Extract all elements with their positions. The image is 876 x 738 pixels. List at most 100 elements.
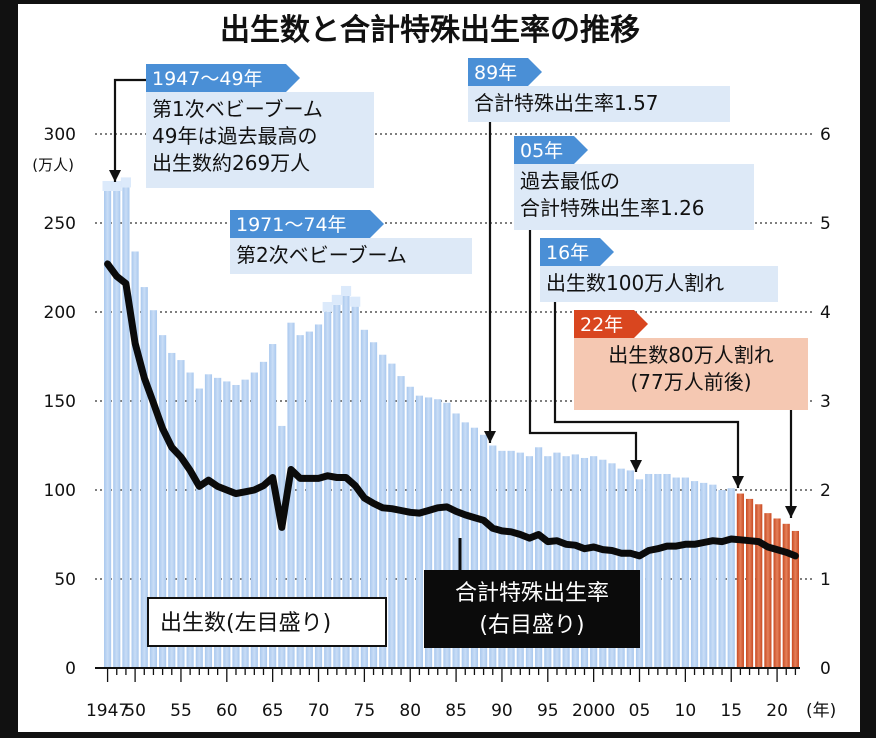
bar-1963 <box>250 372 258 668</box>
callout-2022-text: (77万人前後) <box>630 370 751 394</box>
right-tick-label: 5 <box>820 214 831 234</box>
bar-1947 <box>104 190 112 668</box>
bar-1964 <box>259 361 268 668</box>
arrow-2016 <box>553 302 740 488</box>
arrow-2016-head <box>732 476 744 488</box>
bar-2020 <box>773 518 781 668</box>
bar-1996 <box>553 452 561 668</box>
right-tick-label: 6 <box>820 125 831 145</box>
bar-1957 <box>195 388 203 668</box>
bar-2000 <box>590 456 598 668</box>
bar-2022 <box>791 530 799 668</box>
bar-1968 <box>296 335 304 668</box>
bar-2007 <box>654 473 662 668</box>
bar-1969 <box>305 331 313 668</box>
x-tick-label: 80 <box>399 701 421 721</box>
callout-2005-text: 合計特殊出生率1.26 <box>520 196 705 220</box>
callout-1947-text: 出生数約269万人 <box>152 151 310 175</box>
bar-1985 <box>452 413 460 668</box>
bar-1998 <box>571 454 579 668</box>
bar-1978 <box>388 363 396 668</box>
right-tick-label: 1 <box>820 570 831 590</box>
callout-1947-text: 49年は過去最高の <box>152 124 317 148</box>
bar-2019 <box>764 513 772 668</box>
bar-1955 <box>177 360 185 668</box>
bar-1988 <box>480 434 488 668</box>
bar-1989 <box>489 445 497 668</box>
legend-line-box <box>424 570 640 648</box>
callout-2016-box <box>540 266 778 302</box>
arrow-1947-head <box>109 170 121 182</box>
bar-2014 <box>718 490 726 668</box>
bar-1977 <box>379 354 387 668</box>
bar-1967 <box>287 322 295 668</box>
bar-2004 <box>626 470 634 668</box>
callout-1989-tab <box>468 58 542 86</box>
callout-2005-text: 過去最低の <box>520 169 620 193</box>
bar-1999 <box>580 457 589 668</box>
bar-1956 <box>186 372 194 668</box>
bar-glow-1947 <box>102 180 113 191</box>
legend-bars-box <box>147 597 387 647</box>
bar-1958 <box>204 374 213 668</box>
x-tick-label: 1947 <box>86 701 129 721</box>
x-tick-label: 85 <box>445 701 467 721</box>
bar-1994 <box>535 447 543 668</box>
bar-2015 <box>727 488 735 668</box>
bar-1990 <box>498 450 506 668</box>
bar-1993 <box>525 456 534 668</box>
x-tick-label: 15 <box>720 701 742 721</box>
arrow-2005 <box>528 228 638 472</box>
x-tick-label: 10 <box>675 701 697 721</box>
bar-1965 <box>269 344 277 668</box>
bar-glow-1972 <box>331 294 342 305</box>
bar-2003 <box>617 468 625 668</box>
left-tick-label: 0 <box>65 659 76 679</box>
bar-1953 <box>159 335 167 668</box>
bar-glow-1948 <box>111 180 122 191</box>
callout-2005-tab <box>514 136 588 164</box>
callout-1989-box <box>468 86 730 122</box>
bar-2001 <box>599 459 607 668</box>
bar-glow-1974 <box>350 296 361 307</box>
annotation-arrows <box>109 78 797 518</box>
bar-1971 <box>324 312 332 668</box>
left-axis-unit: (万人) <box>32 156 74 174</box>
bar-1982 <box>424 397 433 668</box>
bar-1970 <box>314 324 323 668</box>
callout-1971-tab <box>230 210 384 238</box>
callout-1971-box <box>230 238 472 274</box>
bar-1986 <box>461 422 469 668</box>
callout-1971-tab-label: 1971〜74年 <box>236 214 347 236</box>
bar-2002 <box>608 463 616 668</box>
x-tick-label: 65 <box>262 701 284 721</box>
bar-1980 <box>406 386 414 668</box>
x-tick-label: 2000 <box>572 701 615 721</box>
bar-1959 <box>214 377 222 668</box>
bar-2006 <box>645 473 653 668</box>
bar-1952 <box>149 310 158 668</box>
bar-2016 <box>736 493 744 668</box>
bar-1997 <box>562 456 570 668</box>
arrow-2022-head <box>785 506 797 518</box>
arrow-2005-head <box>630 460 642 472</box>
left-tick-label: 200 <box>44 303 76 323</box>
callout-1989-text: 合計特殊出生率1.57 <box>474 91 659 115</box>
bar-1984 <box>443 402 451 668</box>
left-tick-label: 100 <box>44 481 76 501</box>
chart-title: 出生数と合計特殊出生率の推移 <box>220 13 640 48</box>
callout-1989-tab-label: 89年 <box>474 62 517 84</box>
bar-1954 <box>168 352 176 668</box>
callout-1947-box <box>146 92 374 188</box>
legend-line-sublabel: (右目盛り) <box>479 613 584 638</box>
callout-2022-box <box>574 338 808 410</box>
callout-1947-text: 第1次ベビーブーム <box>152 97 323 121</box>
callout-2005-tab-label: 05年 <box>520 140 563 162</box>
bar-glow-1949 <box>120 177 132 188</box>
x-tick-label: 05 <box>629 701 651 721</box>
right-tick-label: 4 <box>820 303 831 323</box>
bar-1995 <box>544 456 552 668</box>
